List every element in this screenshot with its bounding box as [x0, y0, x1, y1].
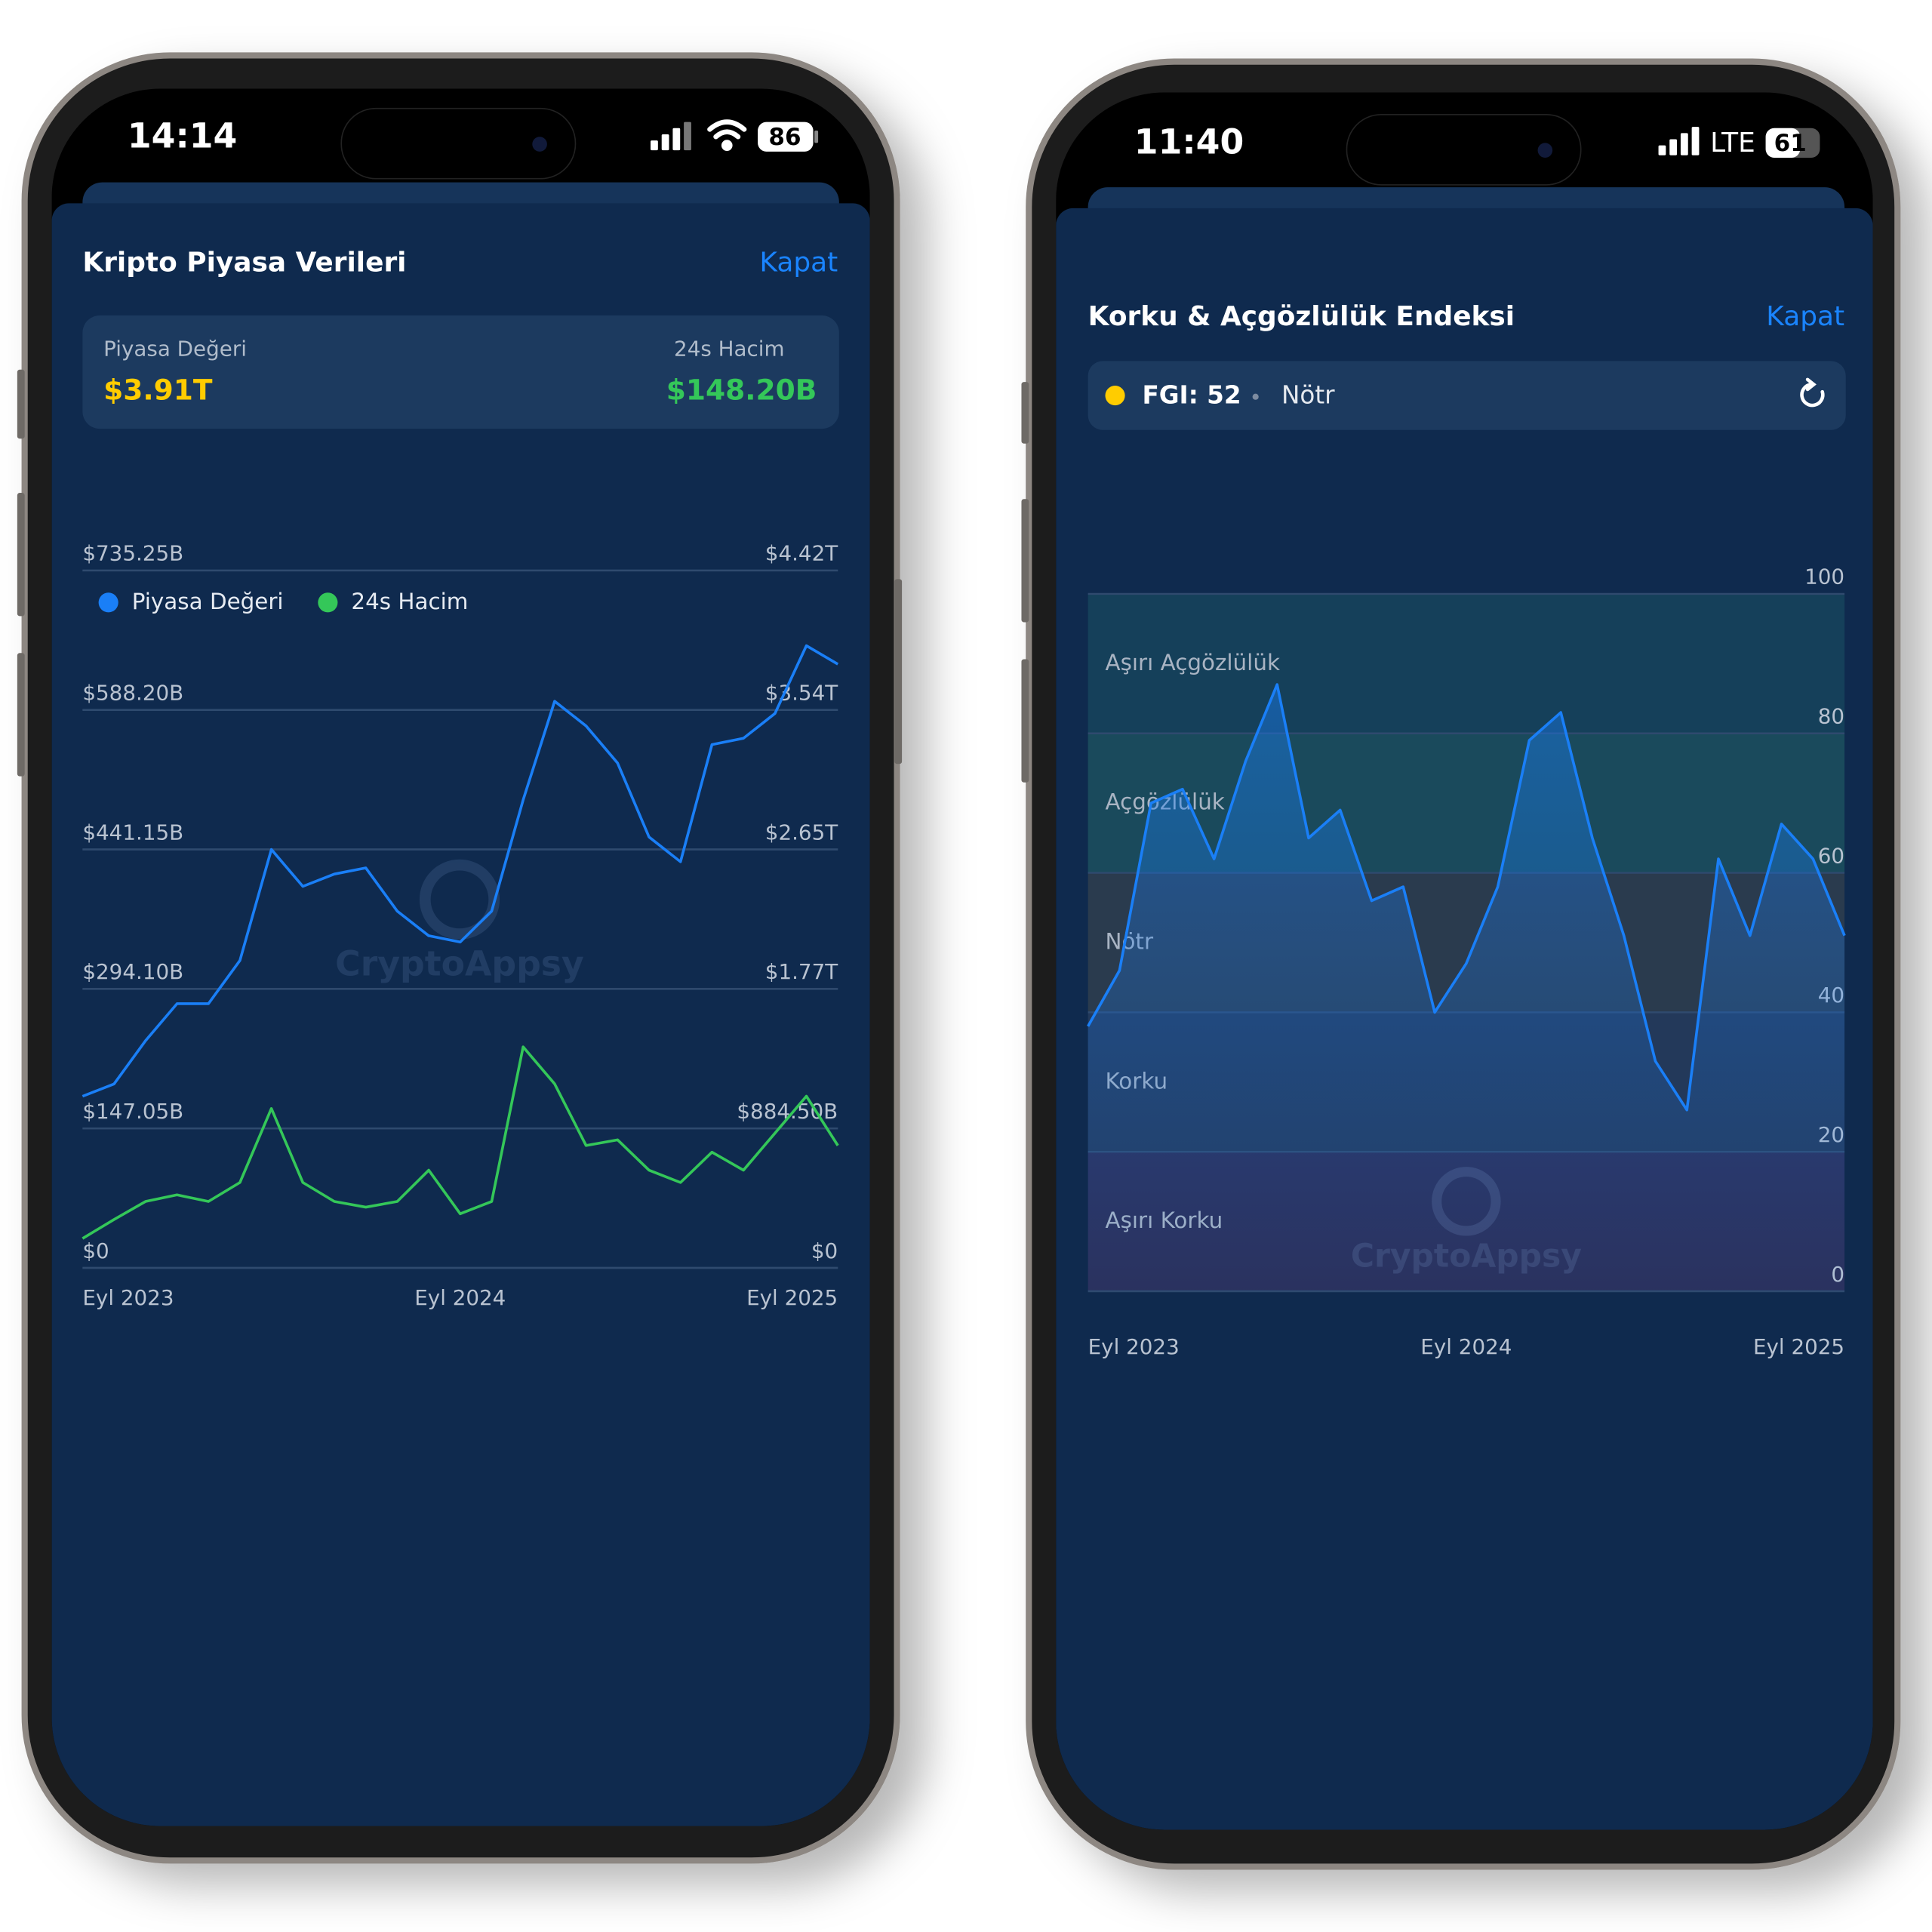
line: [82, 1045, 839, 1240]
zone-band: [1088, 733, 1845, 873]
side-button: [894, 579, 903, 764]
y2-tick-label: $1.77T: [765, 959, 838, 984]
x-tick-label: Eyl 2024: [1420, 1334, 1512, 1359]
line: [1087, 683, 1846, 1112]
y-tick-label: 80: [1818, 704, 1844, 729]
market-chart: $0 $147.05B $294.10B $441.15B $588.20B $735.2…: [82, 541, 839, 1310]
legend-swatch: [98, 592, 118, 613]
side-button: [1021, 499, 1029, 623]
dynamic-island: [1346, 114, 1582, 186]
x-tick-label: Eyl 2023: [1088, 1334, 1180, 1359]
legend-label: 24s Hacim: [351, 589, 468, 614]
network-type: LTE: [1710, 128, 1755, 158]
x-tick-label: Eyl 2025: [746, 1285, 838, 1310]
refresh-button[interactable]: [1800, 377, 1825, 408]
x-tick-label: Eyl 2023: [82, 1285, 174, 1310]
fgi-state: Nötr: [1281, 381, 1335, 410]
y-tick-label: 100: [1804, 565, 1844, 589]
watermark: CryptoAppsy: [1351, 1167, 1582, 1275]
watermark-text: CryptoAppsy: [1351, 1238, 1582, 1275]
y-tick-label: 60: [1818, 843, 1844, 868]
battery-level: 61: [1774, 130, 1807, 157]
zone-band: [1088, 593, 1845, 734]
area: [1088, 685, 1845, 1292]
wifi-icon: [707, 119, 747, 151]
camera: [1537, 143, 1553, 158]
legend-label: Piyasa Değeri: [132, 589, 284, 614]
separator: [1252, 393, 1259, 400]
y2-tick-label: $0: [811, 1238, 838, 1263]
sheet: [51, 203, 870, 1826]
y-tick-label: $294.10B: [82, 959, 183, 984]
battery-cap: [814, 131, 819, 143]
fgi-value: FGI: 52: [1142, 381, 1241, 410]
y-tick-label: $147.05B: [82, 1099, 183, 1124]
y2-tick-label: $4.42T: [765, 541, 838, 566]
side-button: [17, 369, 25, 439]
legend-swatch: [318, 592, 338, 613]
signal-icon: [1658, 127, 1700, 155]
indicator-dot: [1105, 386, 1125, 406]
indicator-card: [1088, 361, 1846, 430]
y2-tick-label: $3.54T: [765, 680, 838, 705]
x-tick-label: Eyl 2025: [1753, 1334, 1844, 1359]
line: [82, 644, 839, 1098]
side-button: [1021, 382, 1029, 444]
y-tick-label: $588.20B: [82, 681, 183, 706]
sheet-title: Korku & Açgözlülük Endeksi: [1088, 301, 1515, 332]
status-time: 11:40: [1134, 122, 1244, 162]
x-tick-label: Eyl 2024: [414, 1285, 506, 1310]
side-button: [17, 493, 25, 617]
watermark-text: CryptoAppsy: [335, 944, 584, 984]
stats-card: [82, 315, 839, 429]
battery-fill: [1765, 128, 1801, 158]
stat-label: 24s Hacim: [674, 337, 784, 361]
stat-value: $148.20B: [666, 374, 817, 407]
stat-label: Piyasa Değeri: [103, 337, 247, 361]
y2-tick-label: $2.65T: [765, 820, 838, 844]
status-time: 14:14: [128, 115, 237, 155]
y-tick-label: $441.15B: [82, 820, 183, 844]
side-button: [1021, 659, 1029, 783]
battery-icon: [758, 122, 814, 152]
close-button[interactable]: Kapat: [1766, 301, 1844, 332]
y-tick-label: $0: [82, 1238, 109, 1263]
signal-icon: [651, 122, 691, 151]
sheet-title: Kripto Piyasa Verileri: [82, 247, 406, 278]
stat-value: $3.91T: [103, 374, 213, 407]
close-button[interactable]: Kapat: [759, 247, 838, 278]
dynamic-island: [340, 107, 577, 180]
phone-left: 14:14 86 Kripto Piyasa Verileri Kapat Pi…: [17, 52, 903, 1864]
zone-label: Aşırı Açgözlülük: [1105, 650, 1279, 675]
y-tick-label: $735.25B: [82, 541, 183, 566]
phone-right: 11:40 LTE 61 Korku & Açgözlülük Endeksi …: [1021, 58, 1901, 1870]
camera: [532, 137, 547, 152]
side-button: [17, 653, 25, 777]
battery-level: 86: [768, 124, 801, 151]
